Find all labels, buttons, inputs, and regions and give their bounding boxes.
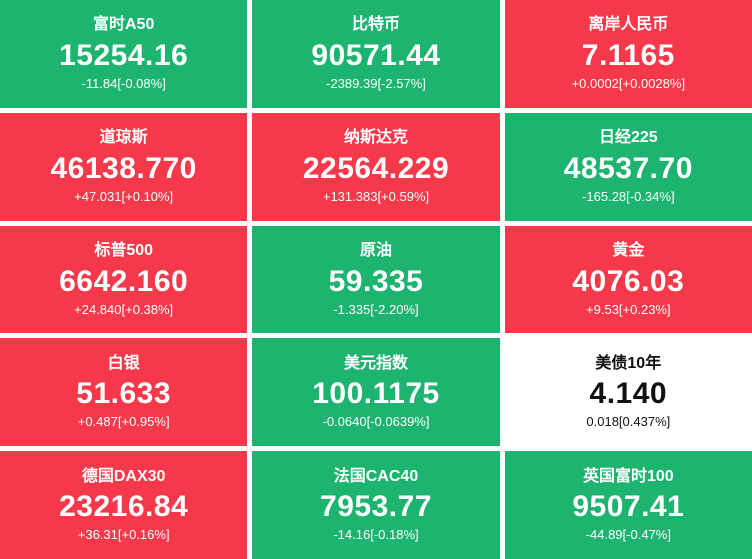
instrument-name: 白银: [107, 354, 140, 372]
tile-offshore-cny[interactable]: 离岸人民币 7.1165 +0.0002[+0.0028%]: [504, 0, 752, 108]
instrument-price: 22564.229: [302, 151, 450, 185]
tile-ftse-a50[interactable]: 富时A50 15254.16 -11.84[-0.08%]: [0, 0, 248, 108]
instrument-change: +24.840[+0.38%]: [74, 301, 174, 317]
instrument-name: 离岸人民币: [588, 16, 669, 34]
instrument-name: 道琼斯: [99, 129, 148, 147]
instrument-name: 英国富时100: [582, 467, 674, 485]
instrument-name: 美债10年: [595, 354, 662, 372]
instrument-name: 法国CAC40: [333, 467, 419, 485]
instrument-name: 纳斯达克: [343, 129, 408, 147]
instrument-name: 富时A50: [92, 16, 155, 34]
instrument-price: 6642.160: [59, 264, 189, 298]
instrument-change: +36.31[+0.16%]: [77, 527, 170, 543]
instrument-change: +0.487[+0.95%]: [77, 414, 170, 430]
tile-silver[interactable]: 白银 51.633 +0.487[+0.95%]: [0, 338, 248, 447]
instrument-price: 23216.84: [59, 490, 189, 524]
instrument-name: 美元指数: [343, 354, 408, 372]
instrument-change: -14.16[-0.18%]: [333, 527, 419, 543]
tile-us-10y-treasury[interactable]: 美债10年 4.140 0.018[0.437%]: [504, 338, 752, 447]
tile-gold[interactable]: 黄金 4076.03 +9.53[+0.23%]: [504, 225, 752, 334]
instrument-price: 90571.44: [311, 39, 441, 73]
instrument-name: 比特币: [351, 16, 400, 34]
instrument-change: 0.018[0.437%]: [586, 414, 671, 430]
tile-nasdaq[interactable]: 纳斯达克 22564.229 +131.383[+0.59%]: [252, 112, 500, 221]
instrument-price: 7.1165: [581, 39, 675, 73]
instrument-change: -1.335[-2.20%]: [333, 301, 419, 317]
tile-cac40[interactable]: 法国CAC40 7953.77 -14.16[-0.18%]: [252, 451, 500, 559]
instrument-price: 15254.16: [59, 39, 189, 73]
instrument-name: 黄金: [612, 242, 645, 260]
instrument-price: 7953.77: [320, 490, 432, 524]
instrument-change: +131.383[+0.59%]: [322, 188, 430, 204]
tile-dow-jones[interactable]: 道琼斯 46138.770 +47.031[+0.10%]: [0, 112, 248, 221]
instrument-change: +0.0002[+0.0028%]: [571, 76, 686, 92]
tile-sp500[interactable]: 标普500 6642.160 +24.840[+0.38%]: [0, 225, 248, 334]
instrument-price: 9507.41: [572, 490, 685, 524]
instrument-price: 100.1175: [312, 377, 440, 411]
instrument-change: -165.28[-0.34%]: [582, 188, 675, 204]
instrument-change: -2389.39[-2.57%]: [326, 76, 426, 92]
instrument-price: 48537.70: [563, 151, 693, 185]
instrument-change: +9.53[+0.23%]: [586, 301, 671, 317]
tile-crude-oil[interactable]: 原油 59.335 -1.335[-2.20%]: [252, 225, 500, 334]
instrument-price: 46138.770: [50, 151, 197, 185]
tile-usd-index[interactable]: 美元指数 100.1175 -0.0640[-0.0639%]: [252, 338, 500, 447]
instrument-price: 4.140: [589, 377, 668, 411]
instrument-change: -44.89[-0.47%]: [585, 527, 671, 543]
tile-nikkei-225[interactable]: 日经225 48537.70 -165.28[-0.34%]: [504, 112, 752, 221]
tile-ftse-100[interactable]: 英国富时100 9507.41 -44.89[-0.47%]: [504, 451, 752, 559]
instrument-name: 日经225: [598, 129, 658, 147]
instrument-name: 原油: [359, 242, 392, 260]
instrument-price: 4076.03: [572, 264, 685, 298]
instrument-name: 德国DAX30: [81, 467, 166, 485]
tile-dax30[interactable]: 德国DAX30 23216.84 +36.31[+0.16%]: [0, 451, 248, 559]
instrument-change: -11.84[-0.08%]: [81, 76, 166, 92]
tile-bitcoin[interactable]: 比特币 90571.44 -2389.39[-2.57%]: [252, 0, 500, 108]
instrument-change: +47.031[+0.10%]: [74, 188, 174, 204]
instrument-name: 标普500: [94, 242, 154, 260]
instrument-price: 59.335: [328, 264, 424, 298]
instrument-price: 51.633: [76, 377, 172, 411]
instrument-change: -0.0640[-0.0639%]: [322, 414, 430, 430]
